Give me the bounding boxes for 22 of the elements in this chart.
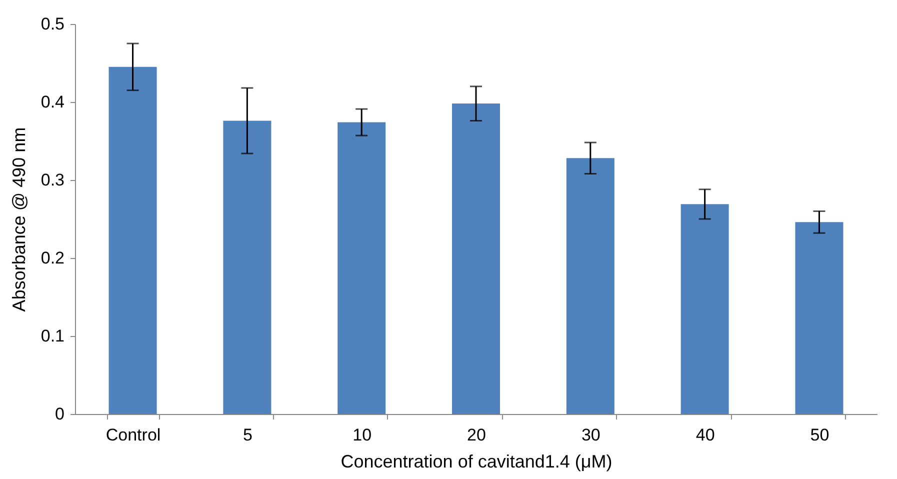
y-tick-label: 0.2: [40, 248, 64, 268]
bar: [108, 66, 157, 414]
y-tick-label: 0: [55, 404, 64, 424]
y-axis-title: Absorbance @ 490 nm: [8, 127, 29, 312]
y-tick-label: 0.1: [40, 326, 64, 346]
x-axis-title: Concentration of cavitand1.4 (μM): [340, 452, 612, 472]
x-tick-label: 20: [467, 426, 486, 444]
bar: [680, 204, 729, 414]
x-tick-label: 5: [242, 426, 252, 444]
y-tick-label: 0.4: [40, 92, 64, 112]
bar: [223, 120, 272, 414]
x-tick-label: 50: [810, 426, 830, 444]
x-tick-label: 10: [352, 426, 372, 444]
x-tick-label: 30: [581, 426, 600, 444]
y-tick-label: 0.5: [40, 14, 64, 34]
x-tick-label: 40: [696, 426, 715, 444]
bar: [338, 122, 386, 414]
y-tick-label: 0.3: [40, 170, 64, 190]
bar: [566, 158, 614, 414]
bar: [452, 104, 500, 414]
bar: [795, 222, 844, 414]
x-tick-label: Control: [106, 426, 161, 444]
